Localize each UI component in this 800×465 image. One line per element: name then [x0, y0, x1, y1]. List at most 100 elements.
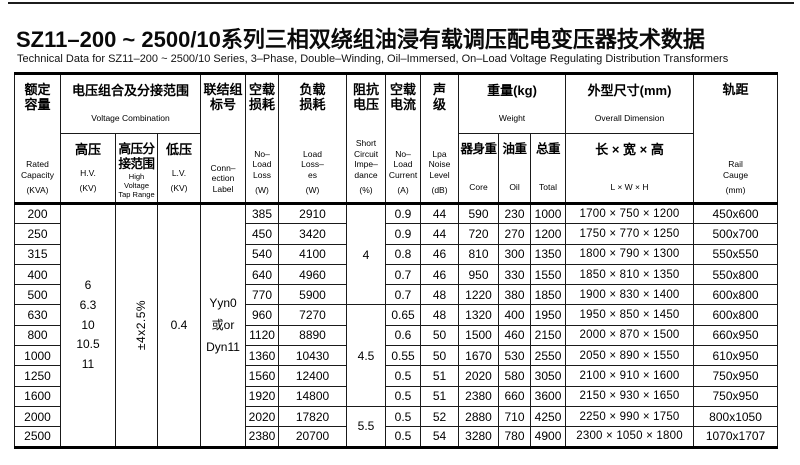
top-rule: [8, 2, 794, 4]
load-loss-cell: 4960: [278, 263, 348, 286]
load-loss-cell: 20700: [278, 426, 348, 448]
capacity-cell: 250: [14, 223, 61, 245]
core-weight-cell: 1320: [458, 304, 500, 326]
capacity-cell: 800: [14, 324, 61, 347]
table-row: 1000 1360 10430 0.55 50 1670 530 2550 20…: [14, 345, 779, 367]
table-row: 200 6 6.3 10 10.5 11 ±4x2.5% 0.4 Yyn0 或o…: [14, 201, 779, 448]
col-header-core-weight: 器身重 Core: [458, 133, 500, 204]
noise-level-cell: 46: [420, 243, 460, 265]
no-load-current-cell: 0.7: [385, 263, 422, 286]
noise-level-cell: 51: [420, 365, 460, 387]
noise-level-cell: 50: [420, 324, 460, 347]
no-load-current-cell: 0.9: [385, 223, 422, 245]
total-weight-cell: 4250: [530, 405, 567, 428]
impedance-span-cell: 4.5: [346, 304, 387, 407]
capacity-cell: 1600: [14, 385, 61, 407]
lv-value-cell: 0.4: [156, 202, 202, 448]
capacity-cell: 200: [14, 201, 61, 225]
table-row: 2500 2380 20700 0.5 54 3280 780 4900 230…: [14, 426, 779, 448]
core-weight-cell: 1500: [458, 324, 500, 347]
impedance-span-cell: 5.5: [346, 405, 387, 448]
col-header-total-weight: 总重 Total: [530, 133, 567, 204]
table-row: 315 540 4100 0.8 46 810 300 1350 1800 × …: [14, 243, 779, 265]
core-weight-cell: 2880: [458, 405, 500, 428]
oil-weight-cell: 330: [498, 263, 532, 286]
col-header-noise-level: 声 级 Lpa Noise Level (dB): [420, 73, 460, 204]
col-header-no-load-loss: 空载 损耗 No– Load Loss (W): [245, 73, 280, 204]
noise-level-cell: 48: [420, 284, 460, 306]
oil-weight-cell: 380: [498, 284, 532, 306]
table-row: 1250 1560 12400 0.5 51 2020 580 3050 210…: [14, 365, 779, 387]
no-load-loss-cell: 1120: [245, 324, 280, 347]
total-weight-cell: 1550: [530, 263, 567, 286]
total-weight-cell: 1000: [530, 201, 567, 225]
oil-weight-cell: 300: [498, 243, 532, 265]
no-load-loss-cell: 770: [245, 284, 280, 306]
no-load-loss-cell: 1360: [245, 345, 280, 367]
col-group-voltage-combination: 电压组合及分接范围 Voltage Combination: [59, 73, 202, 134]
rail-gauge-cell: 610x950: [693, 345, 779, 367]
load-loss-cell: 12400: [278, 365, 348, 387]
total-weight-cell: 3050: [530, 365, 567, 387]
load-loss-cell: 17820: [278, 405, 348, 428]
load-loss-cell: 5900: [278, 284, 348, 306]
oil-weight-cell: 270: [498, 223, 532, 245]
total-weight-cell: 4900: [530, 426, 567, 448]
oil-weight-cell: 660: [498, 385, 532, 407]
no-load-current-cell: 0.5: [385, 426, 422, 448]
rail-gauge-cell: 750x950: [693, 385, 779, 407]
impedance-span-cell: 4: [346, 201, 387, 306]
total-weight-cell: 1200: [530, 223, 567, 245]
noise-level-cell: 44: [420, 223, 460, 245]
col-header-rated-capacity: 额定 容量 Rated Capacity (KVA): [14, 73, 61, 204]
rail-gauge-cell: 500x700: [693, 223, 779, 245]
capacity-cell: 315: [14, 243, 61, 265]
col-header-no-load-current: 空载 电流 No– Load Current (A): [385, 73, 422, 204]
no-load-loss-cell: 1560: [245, 365, 280, 387]
core-weight-cell: 720: [458, 223, 500, 245]
oil-weight-cell: 230: [498, 201, 532, 225]
rail-gauge-cell: 750x950: [693, 365, 779, 387]
no-load-current-cell: 0.6: [385, 324, 422, 347]
core-weight-cell: 2380: [458, 385, 500, 407]
hv-values-cell: 6 6.3 10 10.5 11: [60, 202, 116, 448]
capacity-cell: 500: [14, 284, 61, 306]
no-load-loss-cell: 640: [245, 263, 280, 286]
oil-weight-cell: 580: [498, 365, 532, 387]
oil-weight-cell: 530: [498, 345, 532, 367]
dimensions-cell: 2250 × 990 × 1750: [565, 405, 695, 428]
noise-level-cell: 54: [420, 426, 460, 448]
core-weight-cell: 950: [458, 263, 500, 286]
capacity-cell: 1000: [14, 345, 61, 367]
oil-weight-cell: 710: [498, 405, 532, 428]
col-header-load-loss: 负载 损耗 Load Loss– es (W): [278, 73, 348, 204]
no-load-current-cell: 0.9: [385, 201, 422, 225]
tap-range-cell: ±4x2.5%: [115, 202, 158, 448]
col-group-overall-dimension: 外型尺寸(mm) Overall Dimension: [565, 73, 695, 134]
dimensions-cell: 1700 × 750 × 1200: [565, 201, 695, 225]
rail-gauge-cell: 660x950: [693, 324, 779, 347]
table-row: 250 450 3420 0.9 44 720 270 1200 1750 × …: [14, 223, 779, 245]
no-load-current-cell: 0.5: [385, 365, 422, 387]
dimensions-cell: 2100 × 910 × 1600: [565, 365, 695, 387]
rail-gauge-cell: 1070x1707: [693, 426, 779, 448]
oil-weight-cell: 780: [498, 426, 532, 448]
col-header-rail-gauge: 轨距 Rail Cauge (mm): [693, 73, 779, 204]
rail-gauge-cell: 550x550: [693, 243, 779, 265]
load-loss-cell: 7270: [278, 304, 348, 326]
col-header-hv: 高压 H.V. (KV): [60, 133, 116, 204]
table-row: 630 960 7270 4.5 0.65 48 1320 400 1950 1…: [14, 304, 779, 407]
rail-gauge-cell: 600x800: [693, 284, 779, 306]
page-title: SZ11–200 ~ 2500/10系列三相双绕组油浸有载调压配电变压器技术数据: [16, 27, 705, 52]
connection-label-cell: Yyn0 或or Dyn11: [200, 202, 247, 448]
noise-level-cell: 48: [420, 304, 460, 326]
rail-gauge-cell: 800x1050: [693, 405, 779, 428]
dimensions-cell: 2000 × 870 × 1500: [565, 324, 695, 347]
no-load-loss-cell: 450: [245, 223, 280, 245]
oil-weight-cell: 460: [498, 324, 532, 347]
no-load-loss-cell: 1920: [245, 385, 280, 407]
rail-gauge-cell: 550x800: [693, 263, 779, 286]
noise-level-cell: 46: [420, 263, 460, 286]
